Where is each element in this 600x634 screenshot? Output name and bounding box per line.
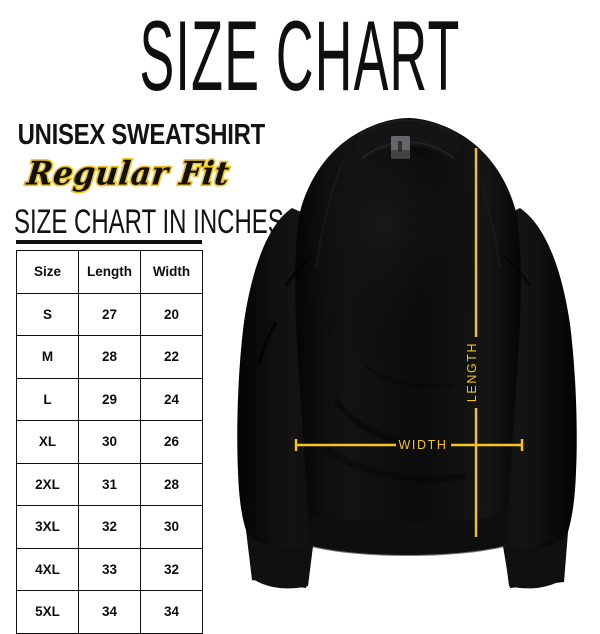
hem-band-edge bbox=[311, 545, 505, 556]
product-type-label: UNISEX SWEATSHIRT bbox=[17, 116, 266, 151]
column-header-size: Size bbox=[16, 250, 79, 294]
cell-size: 2XL bbox=[16, 462, 79, 506]
body-fold-3 bbox=[364, 364, 453, 388]
cell-width: 26 bbox=[140, 420, 203, 464]
table-row: 3XL 32 30 bbox=[16, 505, 203, 549]
cell-width: 22 bbox=[140, 335, 203, 379]
cell-size: M bbox=[16, 335, 79, 379]
cell-length: 33 bbox=[78, 547, 141, 591]
neck-label-text-mark bbox=[398, 141, 402, 152]
left-cuff-band bbox=[247, 534, 313, 589]
cell-length: 31 bbox=[78, 462, 141, 506]
fit-label-container: Regular Fit bbox=[8, 152, 248, 198]
right-armpit-crease bbox=[503, 254, 532, 287]
width-label: WIDTH bbox=[399, 438, 448, 452]
page-title: SIZE CHART bbox=[139, 0, 461, 112]
body-fold-2 bbox=[323, 445, 467, 482]
units-heading: SIZE CHART IN INCHES bbox=[14, 202, 284, 241]
fit-label: Regular Fit bbox=[23, 153, 233, 194]
table-row: L 29 24 bbox=[16, 377, 203, 421]
cell-size: XL bbox=[16, 420, 79, 464]
cell-size: 3XL bbox=[16, 505, 79, 549]
cell-length: 27 bbox=[78, 292, 141, 336]
cell-width: 24 bbox=[140, 377, 203, 421]
sweatshirt-svg: WIDTH LENGTH bbox=[237, 118, 577, 589]
hem-band bbox=[310, 514, 506, 555]
collar-outer-edge bbox=[357, 119, 459, 137]
table-row: S 27 20 bbox=[16, 292, 203, 336]
size-chart-table: Size Length Width S 27 20 M 28 22 L 29 2… bbox=[16, 250, 203, 634]
right-cuff-band bbox=[504, 536, 567, 589]
units-heading-underline bbox=[16, 240, 202, 244]
left-shoulder-seam bbox=[315, 159, 345, 269]
cell-length: 32 bbox=[78, 505, 141, 549]
left-sleeve-crease bbox=[256, 321, 278, 367]
cell-size: 5XL bbox=[16, 590, 79, 634]
cell-length: 30 bbox=[78, 420, 141, 464]
cell-size: L bbox=[16, 377, 79, 421]
chest-highlight bbox=[304, 150, 484, 390]
cell-length: 34 bbox=[78, 590, 141, 634]
column-header-length: Length bbox=[78, 250, 141, 294]
body-fold-1 bbox=[333, 398, 447, 448]
left-armpit-crease bbox=[284, 254, 314, 287]
cell-width: 34 bbox=[140, 590, 203, 634]
table-row: XL 30 26 bbox=[16, 420, 203, 464]
cell-size: S bbox=[16, 292, 79, 336]
cell-width: 32 bbox=[140, 547, 203, 591]
table-row: 4XL 33 32 bbox=[16, 547, 203, 591]
cell-width: 28 bbox=[140, 462, 203, 506]
garment-illustration: WIDTH LENGTH bbox=[216, 100, 600, 600]
column-header-width: Width bbox=[140, 250, 203, 294]
table-row: 5XL 34 34 bbox=[16, 590, 203, 634]
table-row: 2XL 31 28 bbox=[16, 462, 203, 506]
table-header-row: Size Length Width bbox=[16, 250, 203, 294]
table-row: M 28 22 bbox=[16, 335, 203, 379]
cell-width: 30 bbox=[140, 505, 203, 549]
cell-size: 4XL bbox=[16, 547, 79, 591]
neck-label-shadow bbox=[391, 150, 410, 159]
cell-length: 28 bbox=[78, 335, 141, 379]
length-label: LENGTH bbox=[465, 342, 479, 402]
cell-width: 20 bbox=[140, 292, 203, 336]
cell-length: 29 bbox=[78, 377, 141, 421]
